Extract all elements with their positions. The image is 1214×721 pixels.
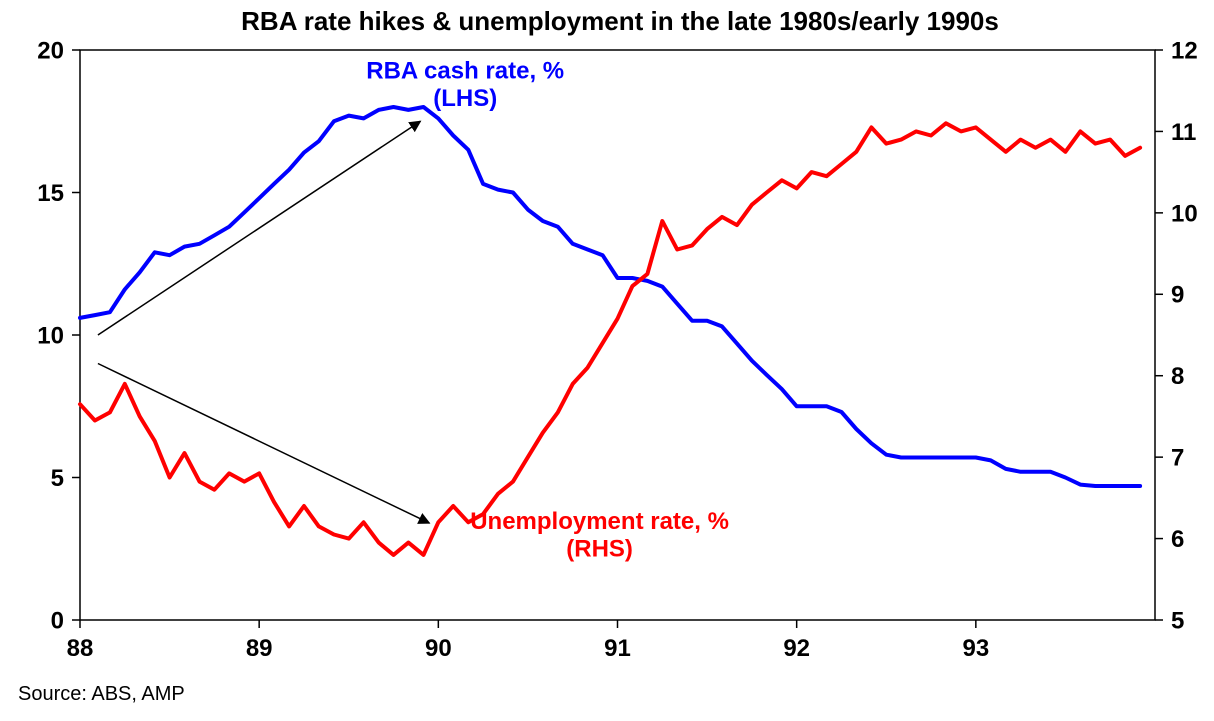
y-right-tick-label: 12 <box>1171 37 1198 64</box>
x-tick-label: 92 <box>783 635 810 662</box>
y-left-tick-label: 5 <box>51 465 64 492</box>
y-right-tick-label: 9 <box>1171 282 1184 309</box>
series-label-rba_cash_rate: RBA cash rate, % <box>366 58 564 85</box>
y-left-tick-label: 15 <box>37 180 64 207</box>
x-tick-label: 90 <box>425 635 452 662</box>
y-left-tick-label: 10 <box>37 322 64 349</box>
source-label: Source: ABS, AMP <box>18 683 185 705</box>
x-tick-label: 93 <box>962 635 989 662</box>
x-tick-label: 89 <box>246 635 273 662</box>
y-left-tick-label: 0 <box>51 607 64 634</box>
chart-title: RBA rate hikes & unemployment in the lat… <box>241 6 999 36</box>
y-right-tick-label: 5 <box>1171 607 1184 634</box>
x-tick-label: 88 <box>67 635 94 662</box>
y-right-tick-label: 6 <box>1171 526 1184 553</box>
series-label-unemployment_rate: Unemployment rate, % <box>470 508 729 535</box>
y-right-tick-label: 11 <box>1171 119 1196 146</box>
y-right-tick-label: 8 <box>1171 363 1184 390</box>
y-left-tick-label: 20 <box>37 37 64 64</box>
y-right-tick-label: 10 <box>1171 200 1198 227</box>
line-chart: 8889909192930510152056789101112RBA cash … <box>0 0 1214 721</box>
y-right-tick-label: 7 <box>1171 445 1184 472</box>
series-label-unemployment_rate: (RHS) <box>566 535 633 562</box>
chart-container: 8889909192930510152056789101112RBA cash … <box>0 0 1214 721</box>
x-tick-label: 91 <box>604 635 631 662</box>
series-label-rba_cash_rate: (LHS) <box>433 85 497 112</box>
